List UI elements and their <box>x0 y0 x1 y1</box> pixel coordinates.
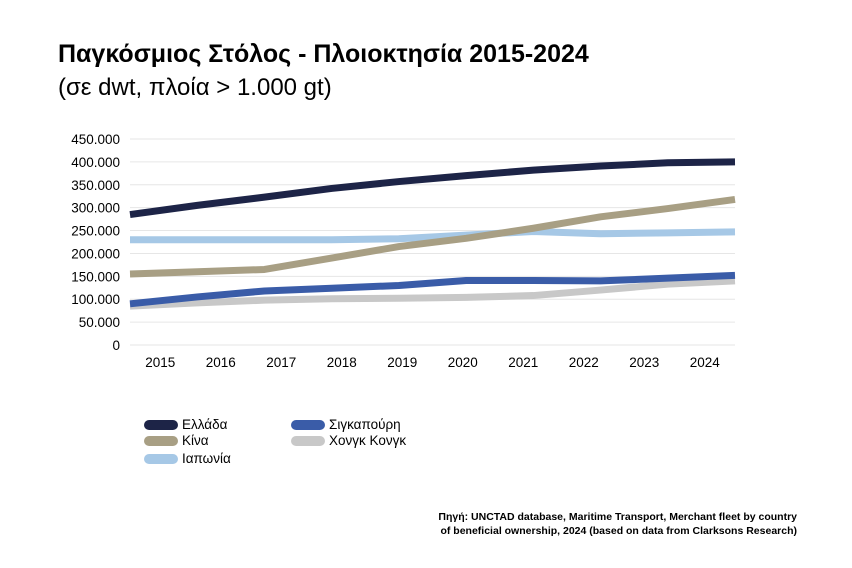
y-tick-label-0: 0 <box>112 338 120 353</box>
series-line-0 <box>129 158 736 219</box>
x-tick-label-2024: 2024 <box>690 355 721 370</box>
series-line-2 <box>130 227 736 244</box>
x-tick-label-2016: 2016 <box>206 355 236 370</box>
x-tick-label-2023: 2023 <box>629 355 659 370</box>
y-tick-label-200000: 200.000 <box>71 246 120 261</box>
y-tick-label-250000: 250.000 <box>71 224 120 239</box>
chart-title: Παγκόσμιος Στόλος - Πλοιοκτησία 2015-202… <box>58 40 589 68</box>
y-tick-label-400000: 400.000 <box>71 155 120 170</box>
source-note: Πηγή: UNCTAD database, Maritime Transpor… <box>438 510 797 538</box>
series-line-3 <box>129 271 736 308</box>
x-tick-label-2019: 2019 <box>387 355 417 370</box>
chart-subtitle: (σε dwt, πλοία > 1.000 gt) <box>58 74 332 101</box>
x-tick-label-2022: 2022 <box>569 355 599 370</box>
series-line-4 <box>129 277 736 310</box>
source-line-1: Πηγή: UNCTAD database, Maritime Transpor… <box>438 511 797 523</box>
source-line-2: of beneficial ownership, 2024 (based on … <box>440 525 797 537</box>
x-tick-label-2020: 2020 <box>448 355 478 370</box>
x-tick-label-2017: 2017 <box>266 355 296 370</box>
y-tick-label-450000: 450.000 <box>71 132 120 147</box>
y-tick-label-100000: 100.000 <box>71 292 120 307</box>
y-tick-label-150000: 150.000 <box>71 269 120 284</box>
y-tick-label-350000: 350.000 <box>71 178 120 193</box>
x-tick-label-2015: 2015 <box>145 355 175 370</box>
x-tick-label-2021: 2021 <box>508 355 538 370</box>
y-tick-label-50000: 50.000 <box>79 315 120 330</box>
y-tick-label-300000: 300.000 <box>71 201 120 216</box>
series-line-1 <box>129 195 736 278</box>
x-tick-label-2018: 2018 <box>327 355 357 370</box>
